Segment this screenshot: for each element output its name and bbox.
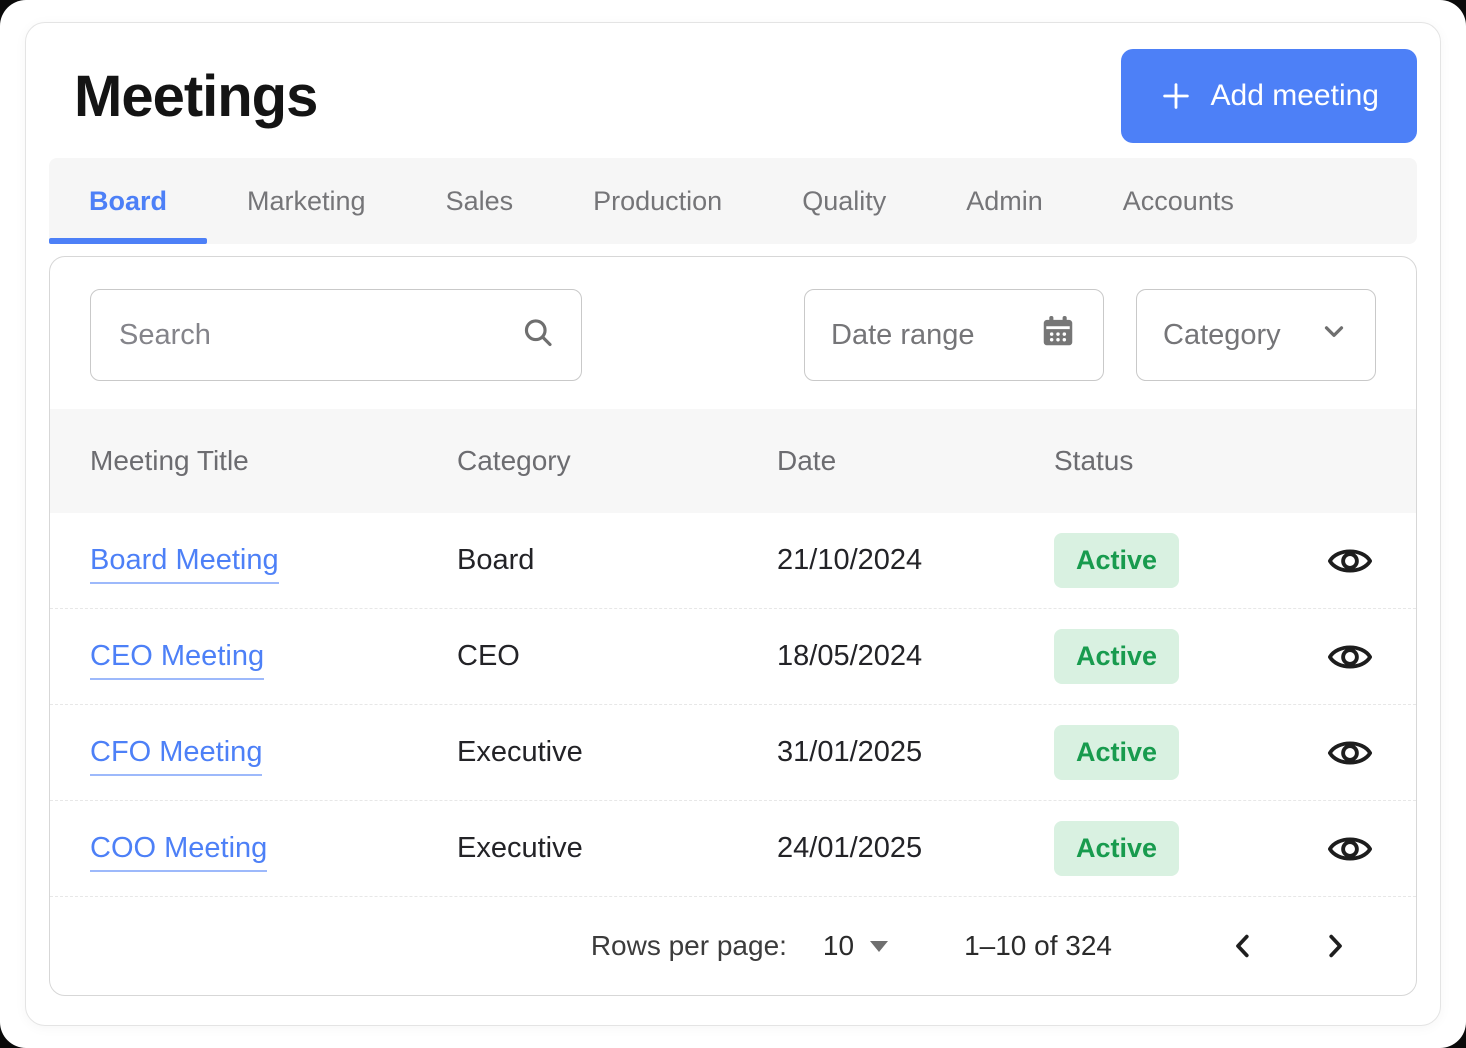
add-meeting-button[interactable]: Add meeting <box>1120 49 1417 143</box>
caret-down-icon <box>870 940 889 952</box>
meeting-title-link[interactable]: CEO Meeting <box>90 640 265 680</box>
meeting-title-cell: CEO Meeting <box>90 640 457 680</box>
eye-icon <box>1327 548 1373 581</box>
meeting-title-cell: COO Meeting <box>90 832 457 872</box>
tab-label: Quality <box>802 185 887 216</box>
page-nav <box>1224 925 1354 967</box>
eye-icon <box>1327 836 1373 869</box>
filter-row: Date range Category <box>50 257 1416 381</box>
search-box <box>90 289 582 381</box>
view-row-button[interactable] <box>1321 826 1379 872</box>
category-dropdown[interactable]: Category <box>1136 289 1376 381</box>
meeting-title-link[interactable]: COO Meeting <box>90 832 268 872</box>
view-row-button[interactable] <box>1321 730 1379 776</box>
tab-label: Production <box>593 185 723 216</box>
status-cell: Active <box>1054 821 1284 876</box>
date-range-label: Date range <box>831 318 975 351</box>
category-cell: Executive <box>457 832 583 864</box>
view-row-button[interactable] <box>1321 538 1379 584</box>
date-cell: 24/01/2025 <box>777 832 923 864</box>
meetings-card: Meetings Add meeting Board Marketing Sal… <box>25 22 1441 1026</box>
add-meeting-label: Add meeting <box>1210 79 1379 112</box>
status-badge: Active <box>1054 629 1180 684</box>
table-header: Meeting Title Category Date Status <box>50 409 1416 513</box>
calendar-icon <box>1039 312 1077 358</box>
tab-label: Board <box>89 185 168 216</box>
eye-icon <box>1327 644 1373 677</box>
search-input[interactable] <box>90 289 582 381</box>
pagination-range: 1–10 of 324 <box>964 930 1112 961</box>
meeting-title-link[interactable]: CFO Meeting <box>90 736 263 776</box>
tab-production[interactable]: Production <box>553 158 762 244</box>
column-header-status: Status <box>1054 445 1134 476</box>
meeting-title-cell: Board Meeting <box>90 544 457 584</box>
tab-accounts[interactable]: Accounts <box>1083 158 1274 244</box>
tab-sales[interactable]: Sales <box>406 158 554 244</box>
date-cell: 18/05/2024 <box>777 640 923 672</box>
pagination-bar: Rows per page: 10 1–10 of 324 <box>50 897 1416 995</box>
next-page-button[interactable] <box>1316 925 1354 967</box>
chevron-down-icon <box>1319 316 1349 354</box>
date-range-picker[interactable]: Date range <box>804 289 1104 381</box>
search-icon <box>520 315 556 356</box>
date-cell: 21/10/2024 <box>777 544 923 576</box>
meeting-title-cell: CFO Meeting <box>90 736 457 776</box>
column-header-category: Category <box>457 445 571 476</box>
status-cell: Active <box>1054 725 1284 780</box>
status-badge: Active <box>1054 725 1180 780</box>
status-cell: Active <box>1054 629 1284 684</box>
tab-label: Accounts <box>1122 185 1234 216</box>
rows-per-page-label: Rows per page: <box>590 930 787 961</box>
card-header: Meetings Add meeting <box>49 49 1417 143</box>
category-cell: CEO <box>457 640 520 672</box>
rows-per-page-select[interactable]: 10 <box>822 930 889 962</box>
page-title: Meetings <box>74 63 318 129</box>
category-label: Category <box>1163 318 1281 351</box>
status-badge: Active <box>1054 533 1180 588</box>
eye-icon <box>1327 740 1373 773</box>
table-row: COO Meeting Executive 24/01/2025 Active <box>50 801 1416 897</box>
column-header-date: Date <box>777 445 837 476</box>
plus-icon <box>1159 79 1193 113</box>
tab-label: Marketing <box>247 185 366 216</box>
previous-page-button[interactable] <box>1224 925 1262 967</box>
tab-label: Sales <box>445 185 514 216</box>
category-cell: Executive <box>457 736 583 768</box>
table-body: Board Meeting Board 21/10/2024 Active CE… <box>50 513 1416 897</box>
view-row-button[interactable] <box>1321 634 1379 680</box>
date-cell: 31/01/2025 <box>777 736 923 768</box>
tab-board[interactable]: Board <box>49 158 208 244</box>
table-row: CFO Meeting Executive 31/01/2025 Active <box>50 705 1416 801</box>
rows-per-page-value: 10 <box>822 930 855 961</box>
category-cell: Board <box>457 544 535 576</box>
tab-quality[interactable]: Quality <box>762 158 926 244</box>
meetings-panel: Date range Category <box>49 256 1417 996</box>
status-badge: Active <box>1054 821 1180 876</box>
column-header-meeting-title: Meeting Title <box>90 445 249 476</box>
tab-admin[interactable]: Admin <box>926 158 1083 244</box>
table-row: CEO Meeting CEO 18/05/2024 Active <box>50 609 1416 705</box>
tab-bar: Board Marketing Sales Production Quality… <box>49 158 1417 244</box>
meeting-title-link[interactable]: Board Meeting <box>90 544 279 584</box>
tab-marketing[interactable]: Marketing <box>207 158 406 244</box>
tab-label: Admin <box>966 185 1043 216</box>
table-row: Board Meeting Board 21/10/2024 Active <box>50 513 1416 609</box>
status-cell: Active <box>1054 533 1284 588</box>
